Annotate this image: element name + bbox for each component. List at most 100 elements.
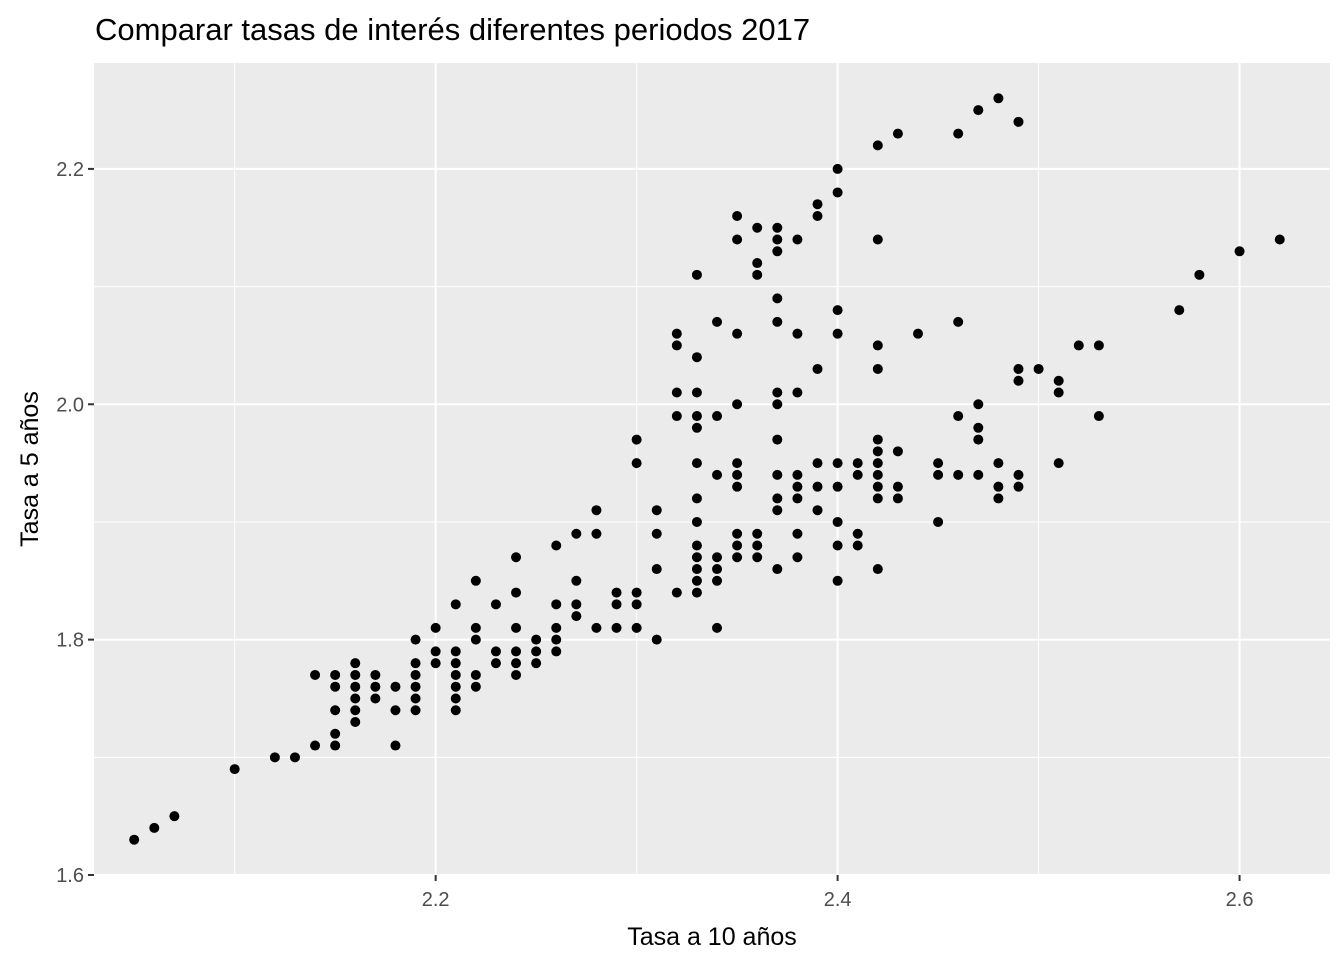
data-point <box>450 693 461 704</box>
data-point <box>1053 458 1064 469</box>
chart-title: Comparar tasas de interés diferentes per… <box>95 12 810 47</box>
data-point <box>772 469 783 480</box>
data-point <box>812 458 823 469</box>
data-point <box>772 505 783 516</box>
data-point <box>732 399 743 410</box>
data-point <box>973 105 984 116</box>
data-point <box>671 328 682 339</box>
data-point <box>832 481 843 492</box>
data-point <box>1093 411 1104 422</box>
data-point <box>732 481 743 492</box>
data-point <box>571 575 582 586</box>
data-point <box>732 210 743 221</box>
data-point <box>872 469 883 480</box>
data-point <box>129 834 140 845</box>
data-point <box>430 646 441 657</box>
data-point <box>772 564 783 575</box>
data-point <box>310 740 321 751</box>
data-point <box>993 493 1004 504</box>
data-point <box>852 469 863 480</box>
data-point <box>511 646 522 657</box>
data-point <box>772 234 783 245</box>
data-point <box>933 469 944 480</box>
data-point <box>310 669 321 680</box>
data-point <box>953 411 964 422</box>
data-point <box>269 752 280 763</box>
data-point <box>289 752 300 763</box>
data-point <box>752 540 763 551</box>
data-point <box>1033 363 1044 374</box>
data-point <box>712 316 723 327</box>
data-point <box>149 822 160 833</box>
data-point <box>490 599 501 610</box>
data-point <box>651 505 662 516</box>
data-point <box>229 764 240 775</box>
plot-panel <box>94 63 1330 875</box>
data-point <box>511 669 522 680</box>
scatter-points <box>129 93 1285 845</box>
data-point <box>691 422 702 433</box>
x-axis-title: Tasa a 10 años <box>627 923 797 951</box>
data-point <box>511 622 522 633</box>
data-point <box>772 293 783 304</box>
data-point <box>370 681 381 692</box>
data-point <box>933 458 944 469</box>
data-point <box>551 540 562 551</box>
data-point <box>350 658 361 669</box>
x-tick-label-2.6: 2.6 <box>1226 889 1254 911</box>
data-point <box>350 693 361 704</box>
data-point <box>410 669 421 680</box>
data-point <box>792 469 803 480</box>
data-point <box>832 187 843 198</box>
data-point <box>651 564 662 575</box>
data-point <box>691 411 702 422</box>
data-point <box>772 246 783 257</box>
data-point <box>671 587 682 598</box>
data-point <box>752 552 763 563</box>
y-tick-label-1.8: 1.8 <box>56 630 84 652</box>
data-point <box>1073 340 1084 351</box>
data-point <box>953 469 964 480</box>
data-point <box>611 622 622 633</box>
data-point <box>470 669 481 680</box>
y-tick-label-2.0: 2.0 <box>56 394 84 416</box>
data-point <box>511 587 522 598</box>
data-point <box>330 740 341 751</box>
data-point <box>772 222 783 233</box>
data-point <box>1013 375 1024 386</box>
data-point <box>330 728 341 739</box>
data-point <box>772 399 783 410</box>
data-point <box>812 199 823 210</box>
data-point <box>732 552 743 563</box>
data-point <box>671 411 682 422</box>
data-point <box>752 528 763 539</box>
data-point <box>712 564 723 575</box>
data-point <box>531 634 542 645</box>
data-point <box>752 222 763 233</box>
data-point <box>591 622 602 633</box>
data-point <box>1013 363 1024 374</box>
data-point <box>410 658 421 669</box>
data-point <box>350 717 361 728</box>
data-point <box>812 481 823 492</box>
data-point <box>832 163 843 174</box>
data-point <box>953 128 964 139</box>
data-point <box>872 493 883 504</box>
data-point <box>792 481 803 492</box>
data-point <box>691 493 702 504</box>
data-point <box>490 646 501 657</box>
data-point <box>1013 481 1024 492</box>
data-point <box>832 516 843 527</box>
data-point <box>1234 246 1245 257</box>
data-point <box>872 363 883 374</box>
data-point <box>430 622 441 633</box>
data-point <box>933 516 944 527</box>
data-point <box>752 258 763 269</box>
data-point <box>872 340 883 351</box>
data-point <box>691 552 702 563</box>
data-point <box>691 564 702 575</box>
data-point <box>430 658 441 669</box>
data-point <box>712 411 723 422</box>
data-point <box>450 599 461 610</box>
